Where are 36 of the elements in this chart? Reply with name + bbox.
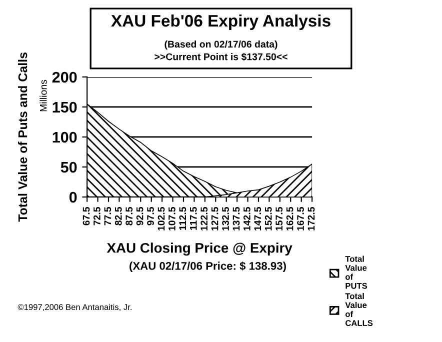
x-tick-label: 112.5 [179,206,186,230]
x-axis-title: XAU Closing Price @ Expiry [106,242,292,256]
x-tick-label: 132.5 [222,206,229,230]
y-tick-label: 100 [52,132,77,143]
text: ©1997,2006 Ben Antanaitis, Jr. [18,304,132,312]
x-tick-label: 92.5 [136,206,144,226]
x-tick-label: 87.5 [126,206,133,226]
y-axis-title: Total Value of Puts and Calls [18,52,28,222]
legend-label: Total Value of CALLS [345,292,373,326]
y-tick-label: 150 [52,102,77,113]
x-tick-label: 137.5 [232,206,240,230]
y-tick-label: 200 [52,72,77,83]
x-tick-label: 142.5 [244,206,250,230]
text: (XAU 02/17/06 Price: $ 138.93) [130,261,286,272]
chart-subtitle: (Based on 02/17/06 data) >>Current Point is $137.50<< [154,40,288,61]
x-tick-label: 162.5 [286,206,294,230]
x-tick-label: 82.5 [114,206,122,226]
text: Millions [40,80,47,112]
x-tick-label: 67.5 [82,206,90,226]
x-tick-label: 102.5 [158,206,165,230]
x-tick-label: 167.5 [297,206,304,230]
x-tick-label: 117.5 [190,206,197,230]
y-tick-label: 50 [60,162,77,173]
x-tick-label: 97.5 [147,206,154,226]
x-tick-label: 172.5 [308,206,315,230]
x-tick-label: 72.5 [94,206,100,226]
chart-title: XAU Feb'06 Expiry Analysis [111,14,330,30]
legend-label: Total Value of PUTS [345,256,368,289]
x-tick-label: 107.5 [168,206,176,230]
x-tick-label: 152.5 [264,206,272,230]
x-tick-label: 157.5 [276,206,283,230]
x-tick-label: 77.5 [104,206,112,226]
x-tick-label: 122.5 [200,206,208,230]
x-tick-label: 147.5 [254,206,262,230]
y-tick-label: 0 [69,192,77,203]
x-tick-label: 127.5 [211,206,218,230]
